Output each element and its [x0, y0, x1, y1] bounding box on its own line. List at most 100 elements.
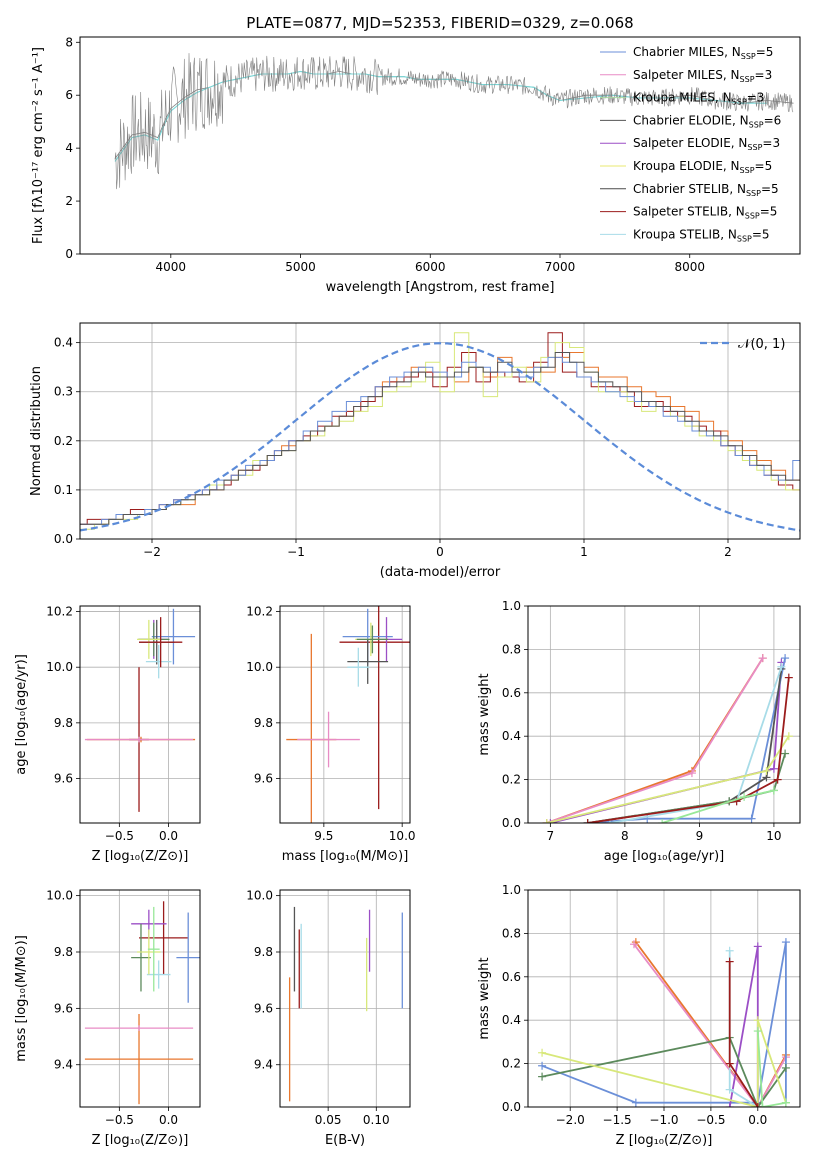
weight-marker [784, 732, 793, 741]
weight-marker [769, 786, 778, 795]
weight-marker [631, 1098, 640, 1107]
y-tick-label: 10.2 [246, 605, 273, 619]
weight-marker [747, 814, 756, 823]
x-tick-label: 0.0 [748, 1113, 767, 1127]
y-tick-label: 0.3 [54, 385, 73, 399]
weight-marker [781, 938, 790, 947]
weight-marker [758, 1103, 767, 1107]
x-axis-label: Z [log₁₀(Z/Z⊙)] [92, 1133, 189, 1148]
legend-entry: Salpeter ELODIE, NSSP=3 [633, 136, 780, 152]
weight-marker [725, 957, 734, 966]
y-tick-label: 0.0 [502, 1100, 521, 1114]
x-tick-label: 7 [547, 829, 555, 843]
y-tick-label: 0 [65, 247, 73, 261]
weight-marker [777, 662, 786, 671]
y-axis-label: mass [log₁₀(M/M⊙)] [14, 935, 29, 1062]
legend-subscript: SSP [741, 52, 756, 61]
legend-text: Chabrier STELIB, N [633, 182, 746, 196]
weight-marker [781, 1098, 790, 1107]
x-tick-label: 8 [621, 829, 629, 843]
y-tick-label: 0.8 [502, 926, 521, 940]
axes-frame [527, 889, 801, 1108]
weight-marker [658, 819, 667, 823]
weight-marker [781, 1063, 790, 1072]
weight-line [728, 946, 759, 1107]
x-tick-label: 6000 [415, 260, 446, 274]
weight-marker [753, 1027, 762, 1036]
axes-5 [80, 890, 200, 1107]
y-tick-label: 6 [65, 88, 73, 102]
errorbar [347, 647, 370, 687]
legend-text: Kroupa STELIB, N [633, 227, 737, 241]
legend-subscript: SSP [745, 212, 760, 221]
x-axis-label: wavelength [Angstrom, rest frame] [326, 280, 555, 295]
errorbar [147, 906, 160, 992]
axes-frame [79, 605, 201, 824]
legend-entry: Kroupa MILES, NSSP=3 [633, 91, 764, 107]
weight-marker [725, 946, 734, 955]
weight-marker [542, 819, 551, 823]
weight-line [756, 1030, 787, 1107]
x-tick-label: 10.0 [389, 829, 416, 843]
legend-subscript: SSP [749, 120, 764, 129]
weight-marker [538, 1048, 547, 1057]
legend-tail: =6 [764, 113, 782, 127]
weight-marker [740, 792, 749, 801]
weight-marker [753, 942, 762, 951]
weight-marker [538, 1072, 547, 1081]
y-tick-label: 9.6 [54, 1001, 73, 1015]
y-tick-label: 0.6 [502, 970, 521, 984]
x-tick-label: −1.0 [649, 1113, 678, 1127]
axes-frame [79, 36, 801, 255]
y-tick-label: 9.4 [254, 1058, 273, 1072]
legend-text: Kroupa ELODIE, N [633, 159, 740, 173]
y-tick-label: 0.8 [502, 642, 521, 656]
weight-marker [762, 766, 771, 775]
errorbar [347, 639, 389, 684]
weight-marker [781, 749, 790, 758]
histogram-step [80, 332, 800, 525]
x-tick-label: 0.10 [363, 1113, 390, 1127]
errorbar [176, 912, 200, 1003]
x-tick-label: 0.0 [159, 829, 178, 843]
weight-marker [784, 673, 793, 682]
legend-subscript: SSP [746, 189, 761, 198]
y-axis-label: Flux [fλ10⁻¹⁷ erg cm⁻² s⁻¹ A⁻¹] [31, 47, 46, 244]
histogram-step [80, 352, 800, 525]
x-tick-label: 0 [436, 545, 444, 559]
y-tick-label: 9.6 [54, 771, 73, 785]
y-tick-label: 9.4 [54, 1058, 73, 1072]
errorbar [151, 608, 196, 665]
weight-marker [546, 819, 555, 823]
legend-tail: =3 [755, 68, 773, 82]
legend-text: Salpeter MILES, N [633, 68, 740, 82]
legend-entry: Kroupa ELODIE, NSSP=5 [633, 159, 772, 175]
x-tick-label: 0.0 [159, 1113, 178, 1127]
normal-curve [80, 342, 800, 532]
weight-line [541, 1036, 787, 1107]
x-axis-label: (data-model)/error [380, 565, 501, 580]
spectrum-model [114, 70, 768, 162]
x-tick-label: −0.5 [105, 1113, 134, 1127]
weight-marker [758, 654, 767, 663]
axes-frame [279, 605, 411, 824]
x-tick-label: 8000 [674, 260, 705, 274]
y-tick-label: 0.2 [54, 434, 73, 448]
errorbar [137, 929, 161, 975]
weight-marker [725, 1085, 734, 1094]
y-tick-label: 9.8 [254, 716, 273, 730]
legend-entry: Salpeter STELIB, NSSP=5 [633, 205, 777, 221]
weight-line [633, 943, 787, 1107]
weight-marker [781, 654, 790, 663]
x-axis-label: E(B-V) [325, 1133, 365, 1148]
y-tick-label: 8 [65, 35, 73, 49]
y-tick-label: 0.4 [502, 1013, 521, 1027]
errorbar [139, 617, 183, 668]
legend-entry: Chabrier STELIB, NSSP=5 [633, 182, 779, 198]
weight-line [587, 753, 786, 823]
x-axis-label: mass [log₁₀(M/M⊙)] [282, 849, 409, 864]
y-axis-label: age [log₁₀(age/yr)] [14, 654, 29, 775]
legend-text: Kroupa MILES, N [633, 91, 732, 105]
axes-frame [279, 889, 411, 1108]
